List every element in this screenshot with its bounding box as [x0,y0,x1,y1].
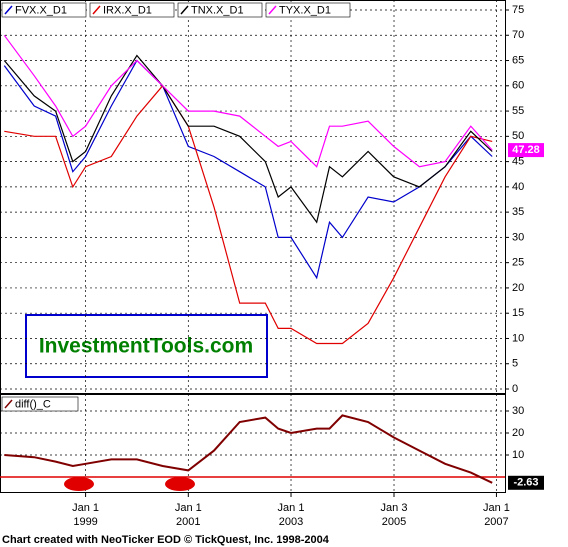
y-tick-label: 30 [512,405,524,417]
y-tick-label: 15 [512,307,524,319]
watermark-box [25,314,268,378]
highlight [64,477,94,491]
y-tick-label: 5 [512,358,518,370]
y-tick-label: 25 [512,257,524,269]
legend-label: IRX.X_D1 [103,4,152,16]
last-value-label: 47.28 [512,144,540,156]
y-tick-label: 20 [512,282,524,294]
legend-box [89,2,175,18]
legend-swatch [268,5,277,15]
y-tick-label: 10 [512,332,524,344]
legend-label: diff()_C [15,398,51,410]
y-tick-label: 60 [512,80,524,92]
series-line [4,414,493,484]
legend-swatch [180,5,189,15]
y-tick-label: 65 [512,54,524,66]
y-tick-label: 30 [512,231,524,243]
series-line [4,84,493,345]
y-tick-label: 50 [512,130,524,142]
watermark: InvestmentTools.com [39,335,253,358]
y-tick-label: 40 [512,181,524,193]
highlight [165,477,195,491]
y-tick-label: 75 [512,4,524,16]
x-tick-label: Jan 1 2003 [277,502,305,528]
legend-box [177,2,263,18]
legend-box [1,396,79,412]
legend-label: TNX.X_D1 [191,4,244,16]
legend-swatch [92,5,101,15]
last-value-label: -2.63 [513,477,538,489]
legend-box [1,2,87,18]
last-value-box [508,475,544,490]
y-tick-label: 70 [512,29,524,41]
y-tick-label: 0 [512,383,518,395]
x-tick-label: Jan 1 1999 [72,502,100,528]
footer: Chart created with NeoTicker EOD © TickQ… [2,534,330,546]
last-value-box [508,143,544,158]
x-tick-label: Jan 3 2005 [380,502,408,528]
legend-label: TYX.X_D1 [279,4,331,16]
legend-swatch [4,5,13,15]
series-line [3,54,493,224]
y-tick-label: 10 [512,449,524,461]
series-line [3,59,493,280]
y-tick-label: 35 [512,206,524,218]
x-tick-label: Jan 1 2007 [482,502,510,528]
y-tick-label: 45 [512,156,524,168]
legend-box [265,2,351,18]
x-tick-label: Jan 1 2001 [174,502,202,528]
legend-label: FVX.X_D1 [15,4,67,16]
series-line [3,34,493,168]
y-tick-label: 55 [512,105,524,117]
legend-swatch [4,399,13,409]
y-tick-label: 20 [512,427,524,439]
